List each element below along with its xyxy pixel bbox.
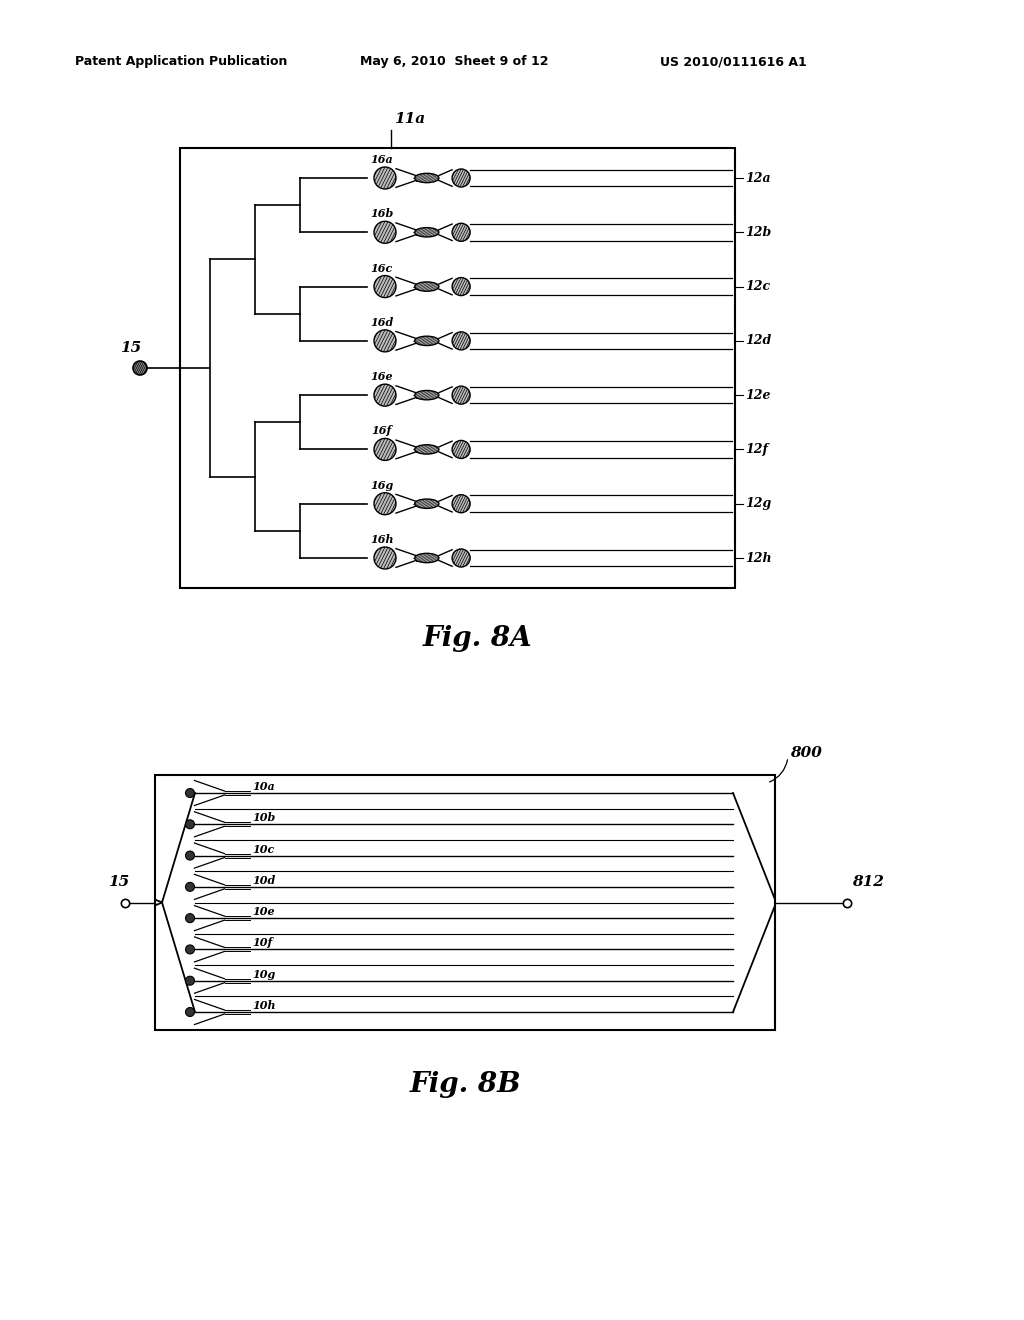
Bar — [180, 148, 735, 587]
Circle shape — [374, 438, 396, 461]
Circle shape — [453, 277, 470, 296]
Text: 10c: 10c — [253, 843, 274, 854]
Text: 10f: 10f — [253, 937, 272, 949]
Circle shape — [185, 913, 195, 923]
Circle shape — [374, 492, 396, 515]
Text: 16b: 16b — [370, 209, 393, 219]
Text: 16a: 16a — [371, 154, 393, 165]
Circle shape — [453, 495, 470, 512]
Ellipse shape — [415, 553, 439, 562]
Circle shape — [374, 168, 396, 189]
Text: 15: 15 — [108, 874, 129, 888]
Text: 16h: 16h — [370, 535, 393, 545]
Text: 812: 812 — [852, 874, 884, 888]
Circle shape — [374, 546, 396, 569]
Text: 12e: 12e — [745, 388, 770, 401]
Circle shape — [185, 788, 195, 797]
Text: 800: 800 — [790, 746, 822, 760]
Text: 12d: 12d — [745, 334, 771, 347]
Ellipse shape — [415, 391, 439, 400]
Text: 16e: 16e — [371, 371, 393, 383]
Bar — [155, 775, 775, 1030]
Circle shape — [453, 223, 470, 242]
Circle shape — [374, 276, 396, 297]
Ellipse shape — [415, 499, 439, 508]
Circle shape — [185, 851, 195, 861]
Circle shape — [185, 977, 195, 985]
Text: 10g: 10g — [253, 969, 275, 979]
Circle shape — [453, 549, 470, 568]
Circle shape — [133, 360, 147, 375]
Text: 10d: 10d — [253, 875, 275, 886]
Text: 12b: 12b — [745, 226, 771, 239]
Circle shape — [374, 330, 396, 352]
Text: 16g: 16g — [370, 479, 393, 491]
Text: 11a: 11a — [394, 112, 425, 125]
Circle shape — [453, 169, 470, 187]
Ellipse shape — [415, 227, 439, 238]
Text: US 2010/0111616 A1: US 2010/0111616 A1 — [660, 55, 807, 69]
Text: Fig. 8B: Fig. 8B — [410, 1072, 521, 1098]
Text: 10a: 10a — [253, 781, 275, 792]
Text: 10b: 10b — [253, 812, 275, 824]
Text: Fig. 8A: Fig. 8A — [423, 624, 532, 652]
Text: 16d: 16d — [370, 317, 393, 327]
Circle shape — [185, 820, 195, 829]
Ellipse shape — [415, 173, 439, 182]
Text: Patent Application Publication: Patent Application Publication — [75, 55, 288, 69]
Circle shape — [185, 882, 195, 891]
Circle shape — [374, 222, 396, 243]
Ellipse shape — [415, 445, 439, 454]
Text: 12h: 12h — [745, 552, 772, 565]
Text: 12g: 12g — [745, 498, 771, 511]
Ellipse shape — [415, 282, 439, 292]
Text: 12c: 12c — [745, 280, 770, 293]
Text: 12f: 12f — [745, 444, 768, 455]
Text: 16c: 16c — [371, 263, 393, 273]
Text: 12a: 12a — [745, 172, 771, 185]
Circle shape — [185, 1007, 195, 1016]
Text: 10e: 10e — [253, 906, 275, 917]
Text: May 6, 2010  Sheet 9 of 12: May 6, 2010 Sheet 9 of 12 — [360, 55, 549, 69]
Circle shape — [453, 387, 470, 404]
Circle shape — [453, 331, 470, 350]
Text: 10h: 10h — [253, 1001, 276, 1011]
Text: 15: 15 — [120, 341, 141, 355]
Circle shape — [453, 441, 470, 458]
Text: 16f: 16f — [372, 425, 392, 437]
Ellipse shape — [415, 337, 439, 346]
Circle shape — [374, 384, 396, 407]
Circle shape — [185, 945, 195, 954]
